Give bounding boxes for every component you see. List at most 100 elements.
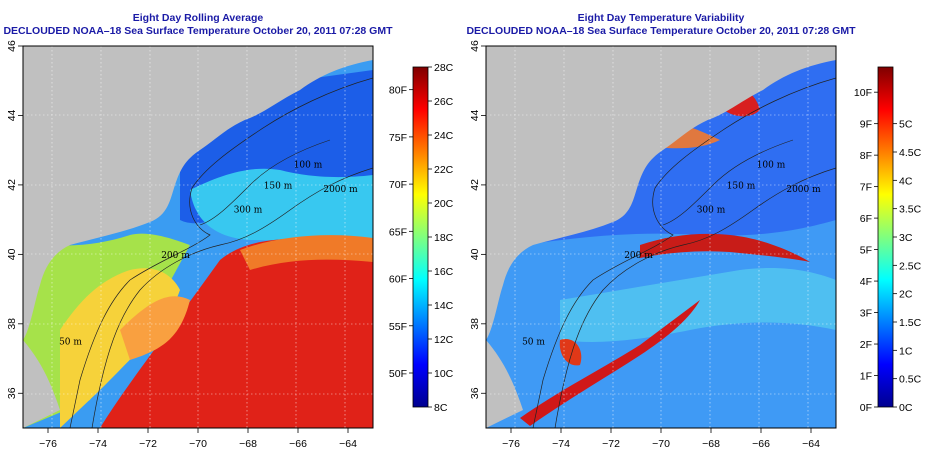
y-tick-label: 42 bbox=[469, 179, 481, 191]
left-y-axis: 36 38 40 42 44 46 bbox=[6, 40, 23, 399]
colorbar-f-label: 3F bbox=[860, 308, 872, 320]
x-tick-label: −76 bbox=[502, 438, 520, 450]
right-contour-slope bbox=[554, 167, 836, 428]
x-tick-label: −72 bbox=[139, 438, 157, 450]
colorbar-c-label: 0.5C bbox=[899, 374, 922, 386]
left-chart-subtitle: DECLOUDED NOAA–18 Sea Surface Temperatur… bbox=[3, 25, 393, 37]
colorbar-f-label: 10F bbox=[854, 87, 872, 99]
colorbar-c-label: 2C bbox=[899, 289, 913, 301]
colorbar-c-label: 20C bbox=[434, 198, 454, 210]
contour-label: 100 m bbox=[757, 161, 786, 171]
colorbar-c-label: 22C bbox=[434, 164, 454, 176]
y-tick-label: 44 bbox=[6, 109, 18, 121]
right-land-south bbox=[486, 340, 523, 428]
contour-label: 150 m bbox=[727, 181, 756, 191]
y-tick-label: 44 bbox=[469, 109, 481, 121]
y-tick-label: 40 bbox=[6, 248, 18, 260]
right-x-axis: −76 −74 −72 −70 −68 −66 −64 bbox=[502, 428, 820, 450]
left-slope-water bbox=[190, 168, 373, 250]
left-panel: Eight Day Rolling Average DECLOUDED NOAA… bbox=[3, 12, 453, 450]
left-land bbox=[23, 46, 373, 340]
left-map: 100 m 2000 m 150 m 300 m 200 m 50 m bbox=[23, 46, 373, 428]
colorbar-c-label: 16C bbox=[434, 266, 454, 278]
left-warm-eddy bbox=[120, 296, 190, 360]
colorbar-c-label: 3C bbox=[899, 232, 913, 244]
colorbar-f-label: 75F bbox=[389, 132, 407, 144]
colorbar-f-label: 7F bbox=[860, 182, 872, 194]
x-tick-label: −66 bbox=[752, 438, 770, 450]
colorbar-c-label: 2.5C bbox=[899, 260, 922, 272]
y-tick-label: 36 bbox=[469, 387, 481, 399]
right-variability-band bbox=[560, 268, 836, 342]
left-colorbar-labels: 8C 10C 12C 14C 16C 18C 20C 22C 24C 26C 28C 50F 55F 60… bbox=[389, 62, 454, 414]
colorbar-c-label: 0C bbox=[899, 402, 913, 414]
contour-label: 2000 m bbox=[323, 185, 358, 195]
right-land bbox=[486, 46, 836, 340]
right-colorbar-labels: 0C 0.5C 1C 1.5C 2C 2.5C 3C 3.5C 4C 4.5C 5C 0F 1F 2F 3F… bbox=[854, 87, 922, 414]
colorbar-f-label: 8F bbox=[860, 150, 872, 162]
right-map: 100 m 2000 m 150 m 300 m 200 m 50 m bbox=[486, 46, 836, 428]
colorbar-c-label: 3.5C bbox=[899, 204, 922, 216]
y-tick-label: 40 bbox=[469, 248, 481, 260]
x-tick-label: −74 bbox=[552, 438, 570, 450]
left-x-axis: −76 −74 −72 −70 −68 −66 −64 bbox=[39, 428, 357, 450]
colorbar-c-label: 1C bbox=[899, 345, 913, 357]
colorbar-f-label: 70F bbox=[389, 179, 407, 191]
right-chart-subtitle: DECLOUDED NOAA–18 Sea Surface Temperatur… bbox=[466, 25, 856, 37]
colorbar-f-label: 65F bbox=[389, 226, 407, 238]
colorbar-c-label: 28C bbox=[434, 62, 454, 74]
left-contour-basin bbox=[199, 139, 331, 226]
x-tick-label: −68 bbox=[702, 438, 720, 450]
colorbar-f-label: 0F bbox=[860, 402, 872, 414]
colorbar-f-label: 5F bbox=[860, 245, 872, 257]
left-land-south bbox=[23, 340, 60, 428]
right-eddy bbox=[559, 339, 582, 366]
x-tick-label: −76 bbox=[39, 438, 57, 450]
contour-label: 300 m bbox=[234, 206, 263, 216]
colorbar-c-label: 4.5C bbox=[899, 147, 922, 159]
right-shelf-break-front bbox=[640, 233, 810, 262]
left-contour-labels: 100 m 2000 m 150 m 300 m 200 m 50 m bbox=[59, 161, 358, 348]
left-gulf-stream bbox=[100, 238, 373, 428]
contour-label: 50 m bbox=[59, 338, 82, 348]
y-tick-label: 36 bbox=[6, 387, 18, 399]
colorbar-f-label: 50F bbox=[389, 368, 407, 380]
colorbar-c-label: 10C bbox=[434, 368, 454, 380]
right-chart-title: Eight Day Temperature Variability bbox=[578, 12, 745, 24]
contour-label: 200 m bbox=[161, 251, 190, 261]
x-tick-label: −74 bbox=[89, 438, 107, 450]
colorbar-f-label: 6F bbox=[860, 213, 872, 225]
left-chart-title: Eight Day Rolling Average bbox=[133, 12, 264, 24]
colorbar-f-label: 60F bbox=[389, 274, 407, 286]
right-contour-basin bbox=[662, 139, 794, 226]
colorbar-f-label: 80F bbox=[389, 85, 407, 97]
left-contour-slope bbox=[91, 167, 373, 428]
y-tick-label: 42 bbox=[6, 179, 18, 191]
colorbar-c-label: 18C bbox=[434, 232, 454, 244]
left-colorbar bbox=[412, 66, 429, 408]
right-panel: Eight Day Temperature Variability DECLOU… bbox=[466, 12, 921, 450]
colorbar-c-label: 4C bbox=[899, 175, 913, 187]
colorbar-c-label: 1.5C bbox=[899, 317, 922, 329]
left-contour-shelf bbox=[69, 77, 373, 428]
x-tick-label: −66 bbox=[289, 438, 307, 450]
right-contour-labels: 100 m 2000 m 150 m 300 m 200 m 50 m bbox=[522, 161, 821, 348]
left-warm-edge bbox=[240, 235, 373, 270]
y-tick-label: 38 bbox=[6, 318, 18, 330]
colorbar-c-label: 5C bbox=[899, 119, 913, 131]
contour-label: 150 m bbox=[264, 181, 293, 191]
x-tick-label: −70 bbox=[652, 438, 670, 450]
colorbar-c-label: 26C bbox=[434, 96, 454, 108]
x-tick-label: −70 bbox=[189, 438, 207, 450]
right-gulf-stream-front bbox=[520, 300, 700, 426]
right-contour-shelf bbox=[532, 77, 836, 428]
colorbar-f-label: 2F bbox=[860, 339, 872, 351]
right-colorbar bbox=[877, 66, 894, 408]
y-tick-label: 46 bbox=[469, 40, 481, 52]
x-tick-label: −64 bbox=[802, 438, 820, 450]
x-tick-label: −68 bbox=[239, 438, 257, 450]
contour-label: 100 m bbox=[294, 161, 323, 171]
x-tick-label: −64 bbox=[339, 438, 357, 450]
y-tick-label: 46 bbox=[6, 40, 18, 52]
